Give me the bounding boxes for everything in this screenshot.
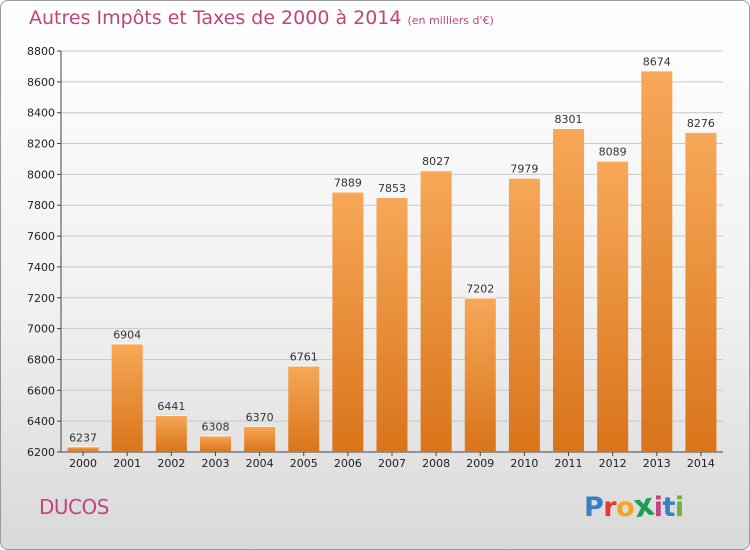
data-label: 6441 xyxy=(157,400,185,413)
bar xyxy=(332,191,364,453)
x-tick-label: 2008 xyxy=(422,457,450,470)
data-label: 6237 xyxy=(69,431,97,444)
x-tick-label: 2012 xyxy=(599,457,627,470)
proxiti-logo: Proxiti xyxy=(584,487,684,526)
y-tick-label: 8400 xyxy=(27,107,55,120)
bar xyxy=(199,435,231,452)
x-tick-label: 2011 xyxy=(555,457,583,470)
data-label: 6308 xyxy=(201,420,229,433)
y-tick-label: 6400 xyxy=(27,415,55,428)
logo-letter: t xyxy=(662,492,675,523)
logo-letter: i xyxy=(674,492,684,523)
x-tick-label: 2002 xyxy=(157,457,185,470)
data-label: 6904 xyxy=(113,328,141,341)
title-text: Autres Impôts et Taxes de 2000 à 2014 xyxy=(29,7,402,29)
x-tick-label: 2004 xyxy=(246,457,274,470)
bar xyxy=(244,425,276,452)
bars xyxy=(67,70,717,453)
chart-title: Autres Impôts et Taxes de 2000 à 2014 (en… xyxy=(29,7,494,29)
data-label: 8276 xyxy=(687,117,715,130)
bar xyxy=(685,131,717,452)
labels: 6237 6904 6441 6308 6370 6761 7889 7853 8027 7202… xyxy=(69,55,715,444)
title-unit: (en milliers d'€) xyxy=(407,14,494,27)
y-tick-label: 7600 xyxy=(27,230,55,243)
y-tick-label: 7200 xyxy=(27,292,55,305)
data-label: 7202 xyxy=(466,282,494,295)
bar xyxy=(420,170,452,452)
logo-letter: i xyxy=(653,492,663,523)
bar xyxy=(508,177,540,452)
bar xyxy=(641,70,673,452)
x-tick-label: 2000 xyxy=(69,457,97,470)
bar xyxy=(553,127,585,452)
bar xyxy=(288,365,320,452)
logo-letter: o xyxy=(616,492,635,523)
x-tick-label: 2001 xyxy=(113,457,141,470)
x-tick-label: 2010 xyxy=(510,457,538,470)
data-label: 7853 xyxy=(378,182,406,195)
data-label: 8089 xyxy=(599,146,627,159)
town-name: DUCOS xyxy=(39,495,109,519)
y-tick-label: 8200 xyxy=(27,138,55,151)
x-tick-label: 2005 xyxy=(290,457,318,470)
data-label: 8027 xyxy=(422,155,450,168)
data-label: 6761 xyxy=(290,350,318,363)
y-tick-label: 6600 xyxy=(27,384,55,397)
y-tick-label: 7800 xyxy=(27,199,55,212)
y-tick-label: 7400 xyxy=(27,261,55,274)
data-label: 8674 xyxy=(643,55,671,68)
x-tick-label: 2014 xyxy=(687,457,715,470)
y-tick-label: 8800 xyxy=(27,45,55,58)
x-tick-label: 2013 xyxy=(643,457,671,470)
y-tick-label: 7000 xyxy=(27,323,55,336)
x-tick-label: 2009 xyxy=(466,457,494,470)
y-tick-label: 6800 xyxy=(27,353,55,366)
y-tick-label: 6200 xyxy=(27,446,55,459)
x-tick-label: 2003 xyxy=(201,457,229,470)
bar xyxy=(155,414,187,452)
logo-letter: r xyxy=(603,492,617,523)
data-label: 7889 xyxy=(334,177,362,190)
x-tick-label: 2007 xyxy=(378,457,406,470)
bar xyxy=(67,446,99,452)
logo-letter: P xyxy=(584,492,604,523)
data-label: 6370 xyxy=(246,411,274,424)
x-tick-label: 2006 xyxy=(334,457,362,470)
bar xyxy=(111,343,143,452)
data-label: 7979 xyxy=(510,163,538,176)
y-tick-label: 8000 xyxy=(27,168,55,181)
y-tick-label: 8600 xyxy=(27,76,55,89)
data-label: 8301 xyxy=(555,113,583,126)
bar xyxy=(376,197,408,452)
bar xyxy=(597,160,629,452)
bar xyxy=(464,297,496,452)
